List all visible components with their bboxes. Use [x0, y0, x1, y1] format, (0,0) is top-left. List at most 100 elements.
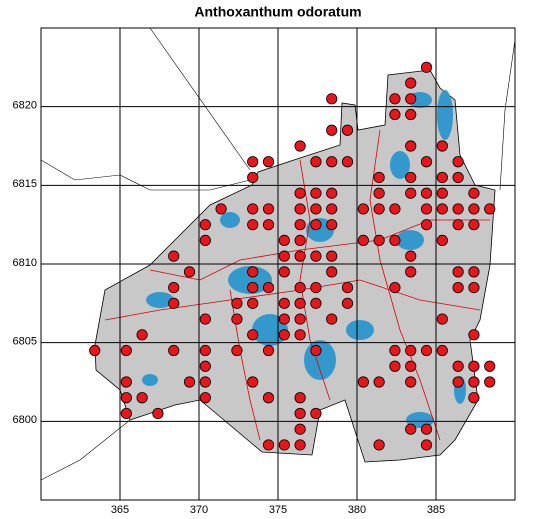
point [326, 156, 338, 168]
point [120, 376, 132, 388]
point [452, 219, 464, 231]
point [420, 156, 433, 168]
point [294, 187, 306, 199]
point [468, 266, 480, 278]
point [341, 297, 354, 309]
point [247, 297, 259, 309]
point [294, 313, 306, 325]
point [294, 297, 306, 309]
point [294, 329, 306, 341]
point [405, 360, 417, 372]
point [452, 266, 464, 278]
x-tick-label: 385 [427, 504, 445, 516]
point [326, 266, 338, 278]
point [420, 187, 433, 199]
point [89, 344, 101, 357]
point [199, 376, 211, 388]
point [294, 392, 306, 404]
chart-title: Anthoxanthum odoratum [194, 4, 361, 20]
point [294, 203, 306, 215]
point [310, 250, 322, 262]
point [357, 376, 369, 388]
point [420, 423, 433, 435]
point [326, 93, 338, 105]
boundary [149, 27, 251, 171]
point [199, 344, 211, 357]
boundary [499, 39, 516, 191]
point [326, 219, 338, 231]
point [373, 171, 385, 184]
point [389, 203, 401, 215]
point [294, 140, 306, 152]
point [373, 187, 385, 199]
point [436, 140, 448, 152]
point [484, 203, 496, 215]
point [310, 187, 322, 199]
point [389, 344, 401, 357]
point [152, 407, 164, 420]
point [373, 439, 385, 451]
point [310, 203, 322, 215]
point [136, 329, 148, 341]
y-tick-label: 6820 [13, 100, 37, 112]
point [262, 281, 275, 294]
x-tick-label: 370 [190, 504, 208, 516]
point [199, 392, 211, 404]
point [168, 344, 180, 357]
point [278, 329, 290, 341]
point [262, 392, 275, 404]
point [278, 297, 290, 309]
boundary [40, 159, 251, 191]
point [168, 281, 180, 294]
point [341, 156, 354, 168]
point [341, 281, 354, 294]
y-tick-label: 6805 [13, 336, 37, 348]
point [405, 423, 417, 435]
point [278, 266, 290, 278]
region [94, 69, 496, 463]
point [120, 344, 132, 357]
point [278, 234, 290, 246]
point [389, 93, 401, 105]
y-tick-label: 6810 [13, 257, 37, 269]
point [405, 171, 417, 184]
point [262, 203, 275, 215]
point [420, 203, 433, 215]
point [389, 360, 401, 372]
point [436, 203, 448, 215]
point [484, 376, 496, 388]
point [199, 234, 211, 246]
point [420, 344, 433, 357]
point [326, 187, 338, 199]
point [357, 234, 369, 246]
point [326, 250, 338, 262]
point [389, 281, 401, 294]
point [341, 124, 354, 136]
point [247, 329, 259, 341]
point [247, 203, 259, 215]
point [452, 281, 464, 294]
point [310, 297, 322, 309]
point [231, 344, 243, 357]
point [436, 234, 448, 246]
x-tick-label: 375 [269, 504, 287, 516]
point [484, 360, 496, 372]
point [357, 203, 369, 215]
point [468, 281, 480, 294]
point [310, 156, 322, 168]
point [262, 156, 275, 168]
point [405, 93, 417, 105]
point [168, 250, 180, 262]
point [468, 187, 480, 199]
point [278, 439, 290, 451]
point [294, 439, 306, 451]
point [294, 250, 306, 262]
point [420, 439, 433, 451]
point [436, 171, 448, 184]
point [389, 234, 401, 246]
point [373, 203, 385, 215]
point [436, 344, 448, 357]
point [405, 266, 417, 278]
point [294, 281, 306, 294]
